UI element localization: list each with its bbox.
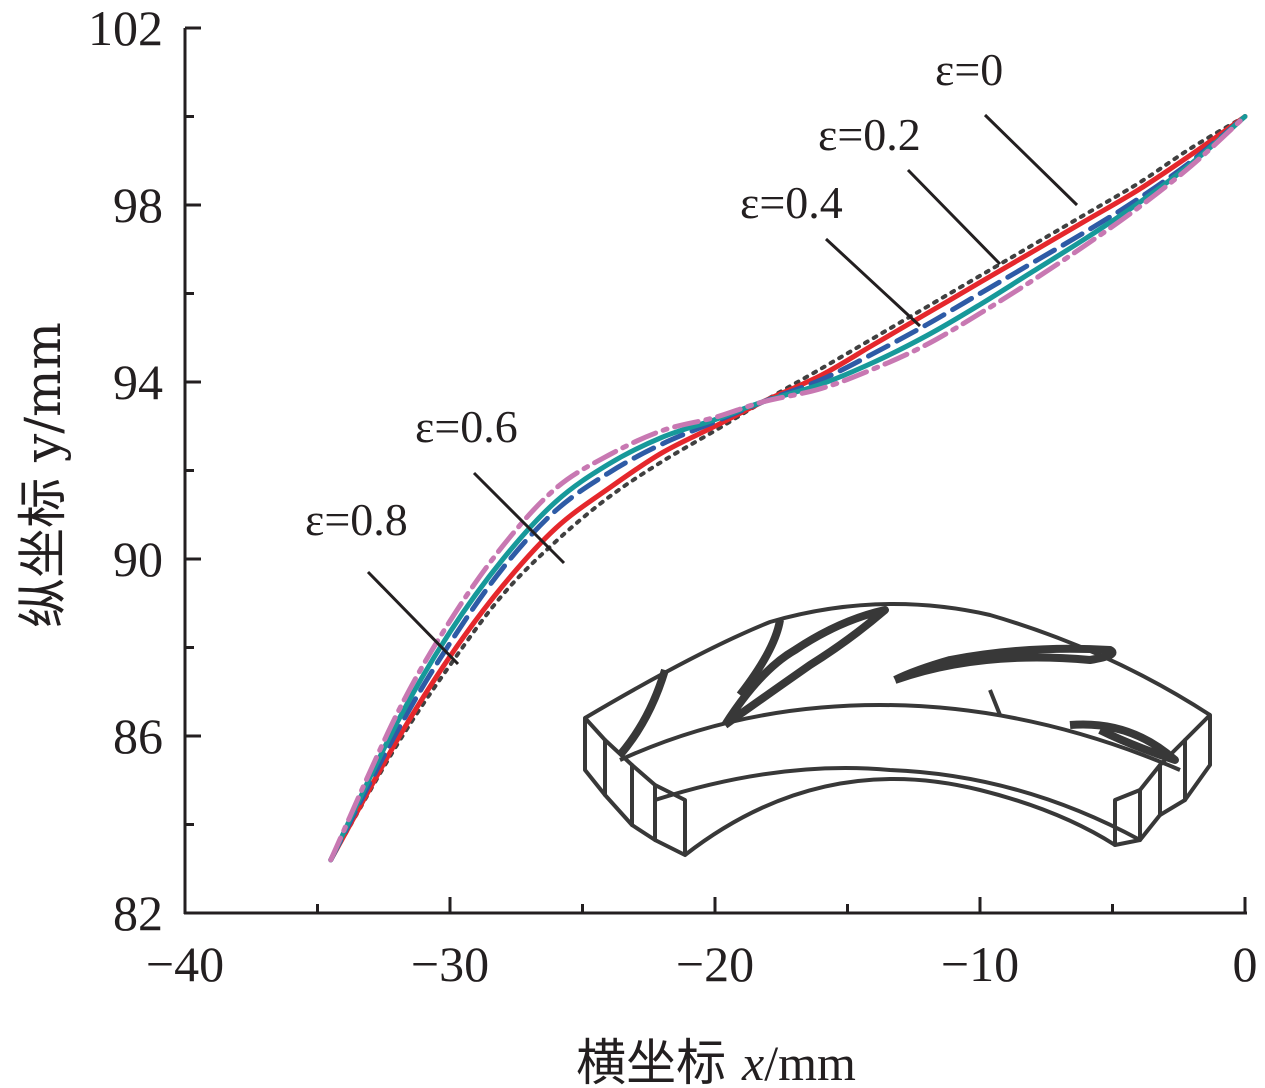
annotation-leader-eps-0-8 [366, 570, 460, 666]
inset-blade-3 [736, 619, 784, 698]
series-layer [328, 114, 1248, 863]
x-tick-label: 0 [1233, 936, 1258, 992]
y-tick-label: 102 [88, 0, 163, 56]
y-tick-label: 98 [113, 177, 163, 233]
axis-tick-labels: −40 −30 −20 −10 0 82 86 90 94 98 102 [88, 0, 1258, 992]
inset-front-edge [683, 776, 1117, 857]
x-tick-label: −20 [676, 936, 754, 992]
annotation-leader-eps-0-4 [824, 237, 922, 328]
annotation-eps-0-8: ε=0.8 [305, 494, 408, 545]
annotation-eps-0-2: ε=0.2 [818, 109, 921, 160]
inset-blade-tip [988, 689, 1002, 716]
inset-bottom-inner-arc [654, 766, 1141, 842]
inset-blade-4 [893, 644, 1117, 684]
annotations: ε=0 ε=0.2 ε=0.4 ε=0.6 ε=0.8 [305, 44, 1079, 666]
inset-blade-5 [1069, 720, 1179, 764]
y-tick-label: 82 [113, 885, 163, 941]
x-tick-label: −30 [411, 936, 489, 992]
inset-right-face-4 [1113, 788, 1142, 847]
annotation-leader-eps-0-2 [906, 168, 1002, 266]
x-tick-label: −40 [146, 936, 224, 992]
y-tick-label: 86 [113, 708, 163, 764]
series-line-0 [328, 114, 1247, 862]
inset-left-face-3 [630, 763, 657, 842]
inset-outer-arc [583, 602, 1212, 720]
axis-ticks [183, 26, 1247, 915]
series-line-1 [328, 114, 1248, 863]
series-line-2 [328, 114, 1248, 863]
x-axis-title: 横坐标 x/mm [576, 1034, 856, 1088]
series-line-3 [328, 114, 1248, 863]
inset-right-face-3 [1138, 763, 1162, 842]
y-tick-label: 94 [113, 354, 163, 410]
annotation-leader-eps-0 [983, 113, 1079, 207]
inset-blade-2 [721, 606, 889, 729]
annotation-leader-eps-0-6 [472, 471, 566, 565]
impeller-sector-icon [583, 602, 1212, 857]
series-line-4 [328, 114, 1248, 863]
y-tick-label: 90 [113, 531, 163, 587]
annotation-eps-0-4: ε=0.4 [740, 177, 843, 228]
x-tick-label: −10 [941, 936, 1019, 992]
y-axis-title: 纵坐标 y/mm [14, 322, 72, 628]
annotation-eps-0-6: ε=0.6 [415, 401, 518, 452]
inset-inner-arc [619, 703, 1181, 772]
annotation-eps-0: ε=0 [935, 44, 1003, 95]
inset-blade-1 [616, 668, 669, 758]
inset-left-face-1 [583, 716, 607, 797]
inset-right-face-1 [1183, 713, 1212, 802]
inset-left-face-4 [653, 783, 687, 857]
